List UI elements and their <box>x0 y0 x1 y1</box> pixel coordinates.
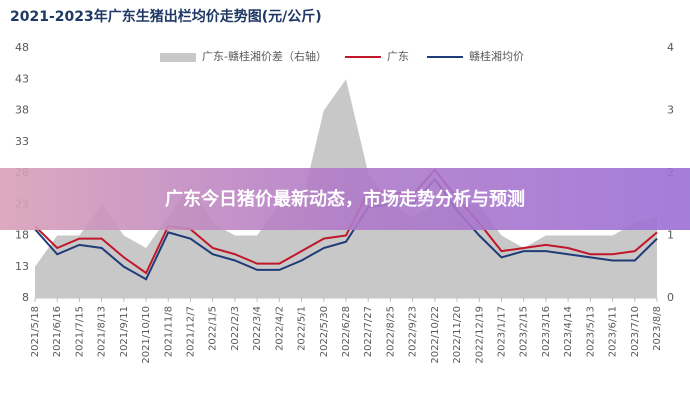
x-tick-label: 2022/3/4 <box>252 306 263 351</box>
x-tick-label: 2021/10/10 <box>141 306 152 364</box>
x-tick-label: 2022/4/2 <box>274 306 285 351</box>
y2-tick-label: 0 <box>667 291 674 304</box>
x-tick-label: 2022/5/1 <box>297 306 308 351</box>
x-tick-label: 2023/6/11 <box>608 306 619 357</box>
legend-label: 广东 <box>387 50 409 63</box>
y-tick-label: 18 <box>15 229 29 242</box>
x-tick-label: 2022/10/22 <box>430 306 441 364</box>
x-tick-label: 2023/2/15 <box>519 306 530 357</box>
x-tick-label: 2023/5/13 <box>585 306 596 357</box>
y-tick-label: 8 <box>22 291 29 304</box>
x-tick-label: 2023/3/16 <box>541 306 552 357</box>
line <box>34 168 658 275</box>
x-tick-label: 2021/12/7 <box>186 306 197 357</box>
line <box>34 177 658 281</box>
x-tick-label: 2022/9/23 <box>408 306 419 357</box>
x-tick-label: 2022/7/27 <box>363 306 374 357</box>
y-tick-label: 43 <box>15 72 29 85</box>
x-tick-label: 2021/5/18 <box>30 306 41 357</box>
x-tick-label: 2021/6/16 <box>52 306 63 357</box>
y-tick-label: 48 <box>15 41 29 54</box>
x-tick-label: 2022/11/20 <box>452 306 463 364</box>
x-tick-label: 2023/8/8 <box>652 306 663 351</box>
y-tick-label: 13 <box>15 260 29 273</box>
x-tick-label: 2022/5/30 <box>319 306 330 357</box>
x-tick-label: 2022/6/28 <box>341 306 352 357</box>
legend-swatch <box>160 53 196 62</box>
banner-text: 广东今日猪价最新动态，市场走势分析与预测 <box>165 188 525 210</box>
banner-band <box>0 168 690 230</box>
x-tick-label: 2022/8/25 <box>385 306 396 357</box>
y2-tick-label: 1 <box>667 229 674 242</box>
y2-tick-label: 3 <box>667 104 674 117</box>
legend-label: 广东-赣桂湘价差（右轴） <box>202 49 327 63</box>
x-tick-label: 2021/9/11 <box>119 306 130 357</box>
x-tick-label: 2021/7/15 <box>74 306 85 357</box>
y-tick-label: 38 <box>15 104 29 117</box>
legend-label: 赣桂湘均价 <box>469 49 524 63</box>
x-tick-label: 2023/7/10 <box>630 306 641 357</box>
x-tick-label: 2021/8/13 <box>97 306 108 357</box>
x-tick-label: 2023/1/17 <box>497 306 508 357</box>
x-tick-label: 2023/4/14 <box>563 306 574 357</box>
x-tick-label: 2021/11/8 <box>163 306 174 357</box>
y2-tick-label: 4 <box>667 41 674 54</box>
y-tick-label: 33 <box>15 135 29 148</box>
x-tick-label: 2022/12/19 <box>474 306 485 364</box>
x-tick-label: 2022/1/5 <box>208 306 219 351</box>
x-tick-label: 2022/2/3 <box>230 306 241 351</box>
chart-title: 2021-2023年广东生猪出栏均价走势图(元/公斤) <box>10 8 322 25</box>
